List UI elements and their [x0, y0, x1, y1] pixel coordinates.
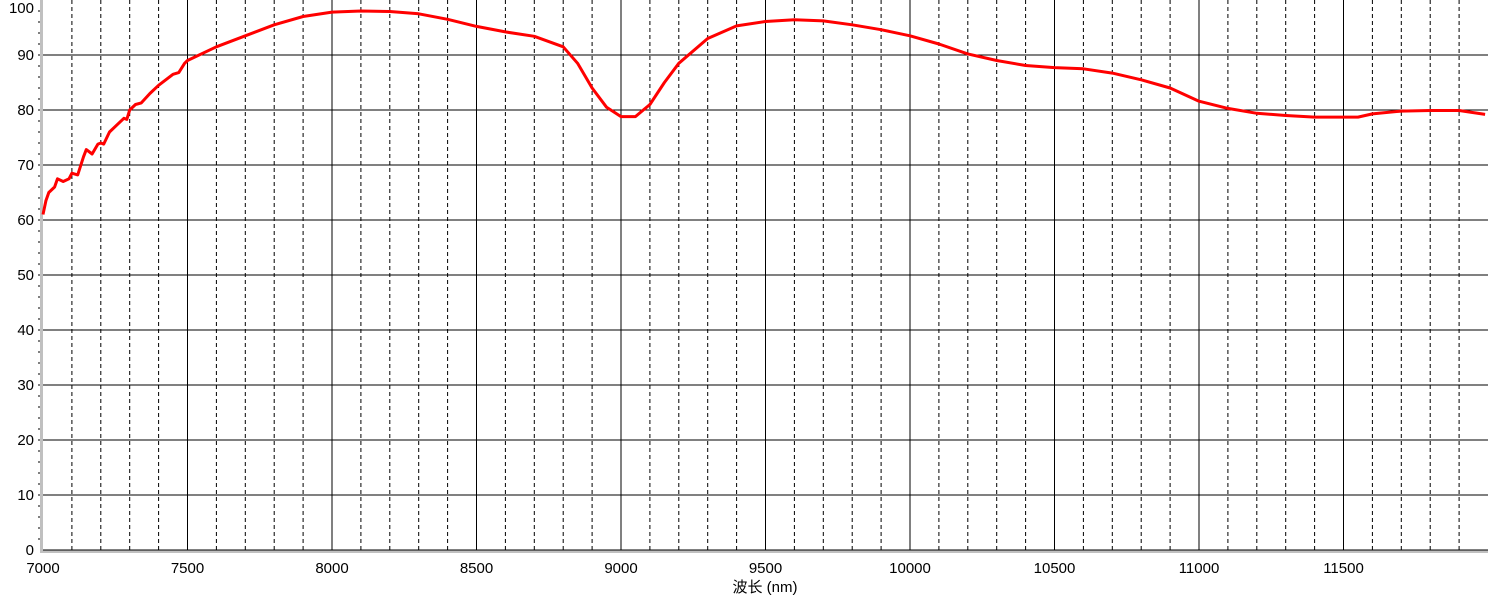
- y-axis: [40, 0, 43, 553]
- x-tick-label: 7000: [26, 560, 59, 577]
- y-tick-label: 80: [17, 102, 34, 119]
- y-tick-label: 70: [17, 157, 34, 174]
- y-tick-label: 60: [17, 212, 34, 229]
- grid: [43, 0, 1488, 550]
- y-tick-label: 10: [17, 487, 34, 504]
- x-axis: [40, 550, 1488, 553]
- x-axis-label: 波长 (nm): [733, 579, 798, 596]
- axes: [38, 0, 1488, 553]
- y-tick-label: 20: [17, 432, 34, 449]
- y-tick-label: 0: [26, 542, 34, 559]
- x-tick-label: 9000: [604, 560, 637, 577]
- y-tick-label: 30: [17, 377, 34, 394]
- x-tick-label: 11000: [1179, 560, 1220, 577]
- series-line: [41, 9, 1486, 215]
- y-tick-label: 50: [17, 267, 34, 284]
- x-tick-label: 9500: [749, 560, 782, 577]
- tick-labels: 7000 7500 8000 8500 9000 9500 10000 10500 11000 1…: [9, 0, 1364, 577]
- x-tick-label: 10500: [1034, 560, 1076, 577]
- x-tick-label: 8000: [315, 560, 348, 577]
- series: [41, 9, 1486, 215]
- x-tick-label: 11500: [1323, 560, 1364, 577]
- x-tick-label: 8500: [460, 560, 493, 577]
- y-tick-label: 100: [9, 0, 34, 17]
- y-tick-label: 90: [17, 47, 34, 64]
- x-tick-label: 10000: [889, 560, 931, 577]
- y-tick-label: 40: [17, 322, 34, 339]
- x-tick-label: 7500: [171, 560, 204, 577]
